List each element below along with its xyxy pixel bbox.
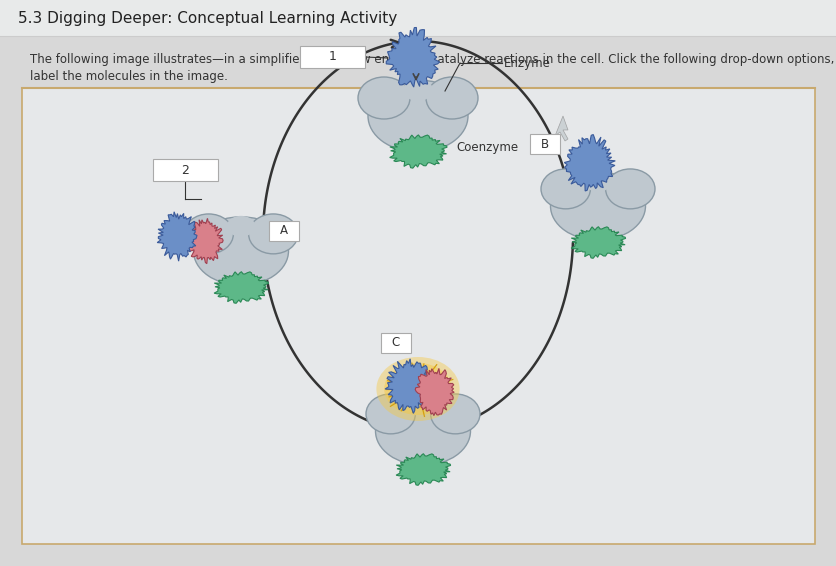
Ellipse shape (430, 394, 479, 434)
Ellipse shape (248, 214, 298, 254)
Polygon shape (554, 116, 568, 141)
Polygon shape (157, 212, 196, 261)
FancyBboxPatch shape (380, 333, 410, 353)
Polygon shape (390, 135, 446, 168)
Ellipse shape (375, 397, 470, 465)
Ellipse shape (358, 77, 410, 119)
Text: 5.3 Digging Deeper: Conceptual Learning Activity: 5.3 Digging Deeper: Conceptual Learning … (18, 11, 397, 25)
Polygon shape (385, 359, 432, 413)
Ellipse shape (550, 172, 645, 240)
FancyBboxPatch shape (299, 46, 364, 68)
Polygon shape (385, 28, 439, 87)
FancyBboxPatch shape (268, 221, 298, 241)
Bar (0, 0, 836, 36)
Text: Coenzyme: Coenzyme (456, 142, 517, 155)
Text: Enzyme: Enzyme (503, 57, 550, 70)
Text: C: C (391, 337, 400, 349)
Polygon shape (395, 454, 450, 485)
Ellipse shape (184, 214, 233, 254)
Text: The following image illustrates—in a simplified way—how enzymes catalyze reactio: The following image illustrates—in a sim… (30, 53, 836, 66)
Ellipse shape (368, 80, 467, 152)
Ellipse shape (227, 216, 255, 237)
Ellipse shape (426, 77, 477, 119)
FancyBboxPatch shape (153, 159, 217, 181)
Text: 1: 1 (329, 50, 336, 63)
FancyBboxPatch shape (529, 134, 559, 154)
Polygon shape (214, 272, 268, 303)
Bar (22, 88, 814, 544)
Ellipse shape (583, 171, 611, 192)
Text: label the molecules in the image.: label the molecules in the image. (30, 70, 227, 83)
Ellipse shape (384, 363, 451, 415)
Text: A: A (280, 225, 288, 238)
Polygon shape (186, 218, 223, 264)
Ellipse shape (193, 217, 288, 285)
Ellipse shape (402, 79, 432, 101)
Ellipse shape (376, 357, 459, 421)
Ellipse shape (408, 396, 436, 417)
Ellipse shape (605, 169, 655, 209)
Ellipse shape (391, 369, 443, 409)
Text: 2: 2 (181, 164, 189, 177)
Ellipse shape (365, 394, 415, 434)
Ellipse shape (540, 169, 589, 209)
Polygon shape (570, 227, 624, 258)
Text: B: B (540, 138, 548, 151)
Polygon shape (563, 135, 614, 191)
Polygon shape (415, 368, 454, 415)
